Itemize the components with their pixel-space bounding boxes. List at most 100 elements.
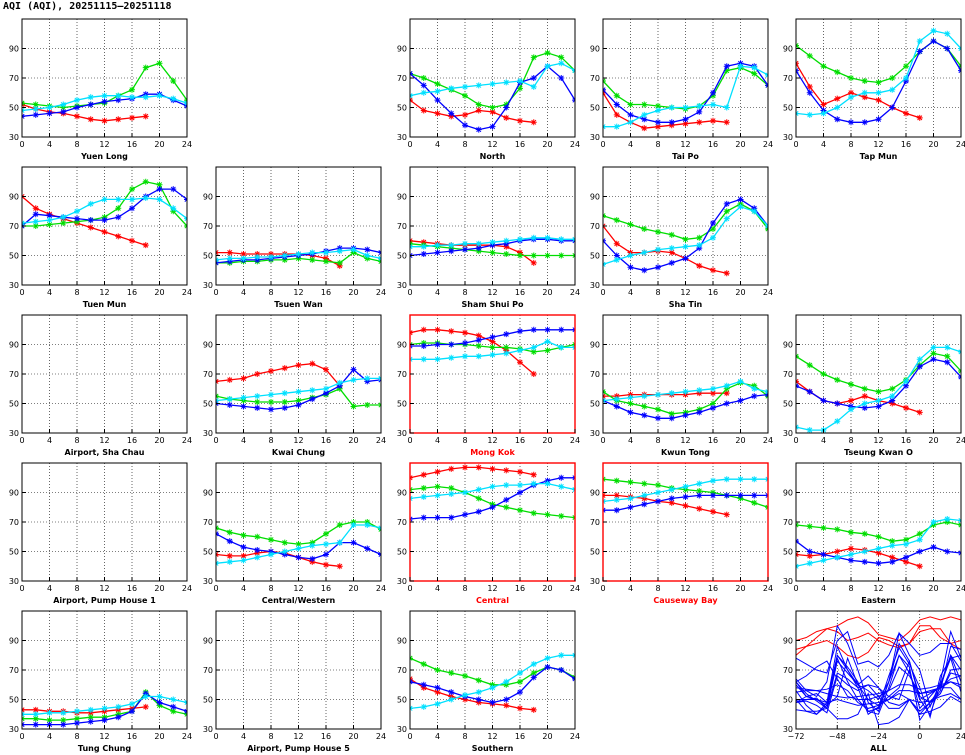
tick-label-x: 0 bbox=[407, 288, 412, 297]
data-point-marker bbox=[115, 116, 122, 123]
data-point-marker bbox=[281, 390, 288, 397]
tick-label-x: 24 bbox=[182, 732, 192, 741]
data-point-marker bbox=[420, 356, 427, 363]
data-point-marker bbox=[806, 548, 813, 555]
data-point-marker bbox=[530, 480, 537, 487]
data-point-marker bbox=[903, 75, 909, 81]
data-point-marker bbox=[226, 552, 233, 559]
data-point-marker bbox=[558, 54, 565, 61]
data-point-marker bbox=[751, 499, 758, 506]
chart-panel-tuen-mun: 0 4 8 12 16 20 24 30 50 70 90 Tuen Mun bbox=[9, 166, 192, 309]
data-point-marker bbox=[530, 75, 537, 81]
tick-label-x: 4 bbox=[435, 436, 440, 445]
data-point-marker bbox=[448, 110, 455, 117]
tick-label-x: 12 bbox=[99, 732, 109, 741]
data-point-marker bbox=[434, 684, 441, 691]
data-point-marker bbox=[74, 215, 80, 222]
data-point-marker bbox=[848, 94, 854, 101]
data-point-marker bbox=[696, 234, 703, 241]
data-point-marker bbox=[475, 353, 482, 360]
data-point-marker bbox=[696, 262, 703, 269]
tick-label-y: 90 bbox=[203, 341, 213, 350]
data-point-marker bbox=[156, 693, 163, 700]
data-point-marker bbox=[875, 560, 882, 567]
data-point-marker bbox=[268, 253, 274, 260]
data-point-marker bbox=[613, 403, 620, 410]
data-point-marker bbox=[101, 717, 108, 724]
tick-label-x: 16 bbox=[321, 436, 331, 445]
data-point-marker bbox=[420, 681, 427, 688]
series-group bbox=[796, 616, 961, 726]
station-label: Yuen Long bbox=[80, 152, 128, 161]
tick-label-x: 4 bbox=[628, 288, 633, 297]
tick-label-y: 90 bbox=[203, 193, 213, 202]
data-point-marker bbox=[489, 483, 496, 490]
tick-label-y: 90 bbox=[590, 489, 600, 498]
tick-label-x: 12 bbox=[487, 436, 497, 445]
tick-label-y: 30 bbox=[9, 133, 19, 142]
tick-label-x: 20 bbox=[735, 140, 745, 149]
chart-panel-southern: 0 4 8 12 16 20 24 30 50 70 90 Southern bbox=[397, 610, 580, 753]
data-point-marker bbox=[682, 243, 689, 250]
series-group bbox=[603, 196, 768, 277]
data-point-marker bbox=[875, 79, 882, 86]
data-point-marker bbox=[101, 117, 108, 124]
data-point-marker bbox=[115, 703, 122, 710]
data-point-marker bbox=[434, 249, 441, 256]
data-point-marker bbox=[142, 194, 149, 201]
data-point-marker bbox=[848, 557, 854, 564]
tick-label-x: 20 bbox=[154, 140, 164, 149]
data-point-marker bbox=[254, 371, 261, 377]
data-point-marker bbox=[142, 693, 149, 700]
data-point-marker bbox=[350, 539, 357, 546]
data-point-marker bbox=[503, 251, 510, 258]
tick-label-x: 24 bbox=[570, 288, 580, 297]
chart-panel-all: −72 −48 −24 0 24 30 50 70 90 ALL bbox=[783, 610, 965, 753]
data-point-marker bbox=[737, 397, 744, 404]
data-point-marker bbox=[530, 344, 537, 351]
data-point-marker bbox=[32, 111, 39, 118]
tick-label-x: 4 bbox=[628, 140, 633, 149]
data-point-marker bbox=[944, 344, 951, 351]
data-point-marker bbox=[281, 548, 288, 555]
data-point-marker bbox=[254, 554, 261, 561]
data-point-marker bbox=[156, 699, 163, 706]
series-group bbox=[603, 60, 768, 132]
station-label: Mong Kok bbox=[470, 448, 515, 457]
data-point-marker bbox=[503, 344, 510, 351]
data-point-marker bbox=[46, 110, 53, 117]
series-line-20251115 bbox=[22, 706, 146, 714]
data-point-marker bbox=[723, 104, 730, 111]
tick-label-y: 50 bbox=[397, 400, 407, 409]
data-point-marker bbox=[115, 205, 122, 212]
tick-label-y: 50 bbox=[590, 548, 600, 557]
data-point-marker bbox=[489, 351, 496, 358]
data-point-marker bbox=[462, 246, 468, 253]
data-point-marker bbox=[544, 49, 551, 56]
data-point-marker bbox=[737, 203, 744, 210]
station-label: Airport, Pump House 5 bbox=[247, 744, 350, 753]
data-point-marker bbox=[475, 101, 482, 108]
data-point-marker bbox=[475, 508, 482, 515]
series-line-tung-chung bbox=[796, 692, 961, 726]
tick-label-y: 90 bbox=[783, 45, 793, 54]
data-point-marker bbox=[434, 492, 441, 499]
tick-label-x: 16 bbox=[127, 436, 137, 445]
data-point-marker bbox=[710, 400, 716, 407]
data-point-marker bbox=[60, 214, 67, 221]
data-point-marker bbox=[668, 486, 675, 493]
data-point-marker bbox=[60, 717, 67, 724]
data-point-marker bbox=[613, 507, 620, 514]
data-point-marker bbox=[696, 505, 703, 512]
tick-label-y: 70 bbox=[203, 370, 213, 379]
data-point-marker bbox=[156, 186, 163, 193]
data-point-marker bbox=[696, 492, 703, 499]
tick-label-x: 16 bbox=[515, 436, 525, 445]
tick-label-x: 12 bbox=[680, 584, 690, 593]
series-line-20251115 bbox=[216, 363, 341, 387]
data-point-marker bbox=[420, 243, 427, 250]
data-point-marker bbox=[46, 217, 53, 224]
tick-label-x: 16 bbox=[901, 584, 911, 593]
data-point-marker bbox=[115, 97, 122, 104]
data-point-marker bbox=[170, 703, 177, 710]
